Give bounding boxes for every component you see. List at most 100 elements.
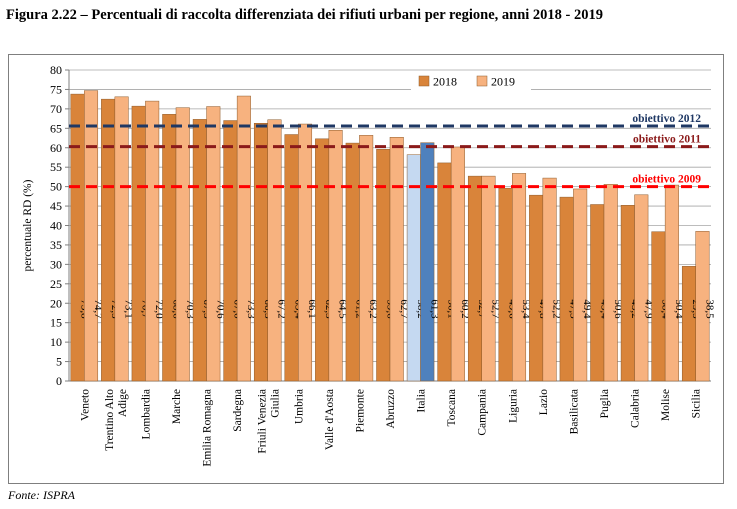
bar-2018 [101,98,116,382]
data-label-2019: 60,2 [459,299,471,318]
bar-2018 [162,114,177,382]
bar-2019 [664,184,679,382]
legend-swatch [418,75,430,87]
bar-2018 [345,142,360,382]
bar-2019 [236,95,251,382]
bar-2018 [620,205,635,382]
y-tick-label: 75 [50,82,62,96]
data-label-2019: 52,2 [551,299,563,318]
bar-2018 [406,154,421,382]
y-tick-label: 50 [50,180,62,194]
bar-2019 [603,184,618,382]
bar-2019 [175,107,190,382]
bar-2018 [590,204,605,382]
category-label: Lombardia [140,389,152,439]
category-label: Emilia Romagna [202,389,214,467]
category-label: Basilicata [568,389,580,434]
bar-2018 [681,266,696,382]
category-label: Campania [477,389,489,436]
bar-2019 [267,119,282,382]
target-line-label: obiettivo 2012 [632,113,701,125]
y-tick-label: 70 [50,102,62,116]
data-label-2019: 53,4 [520,299,532,319]
data-label-2019: 66,1 [306,299,318,318]
bar-2019 [481,175,496,382]
data-label-2019: 63,2 [367,299,379,318]
data-label-2019: 72,0 [153,299,165,319]
data-label-2019: 73,3 [245,299,257,319]
legend-label: 2019 [491,75,515,89]
data-label-2019: 64,5 [337,299,349,319]
legend-swatch [476,75,488,87]
category-label: Sardegna [232,389,244,432]
bar-2018 [315,138,330,382]
data-label-2019: 50,4 [673,299,685,319]
bar-2019 [512,173,527,382]
y-tick-label: 80 [50,63,62,77]
bar-2019 [84,90,99,382]
category-label: Liguria [507,389,519,423]
bar-2018 [529,194,544,382]
bar-2019 [573,188,588,382]
bar-2019 [420,142,435,382]
legend [411,72,531,90]
bar-2019 [114,96,129,382]
bar-2018 [223,120,238,382]
bar-2019 [695,231,710,382]
category-label: Puglia [599,389,611,418]
category-label: Toscana [446,389,458,427]
bar-2019 [542,177,557,382]
category-label: Molise [660,389,672,421]
data-label-2019: 70,6 [214,299,226,319]
bar-2019 [450,146,465,382]
target-line-label: obiettivo 2009 [632,174,701,186]
bar-2018 [192,119,207,382]
y-tick-label: 60 [50,141,62,155]
category-label: Veneto [79,389,91,421]
data-label-2019: 73,1 [123,299,135,318]
category-label: Trentino AltoAdige [104,389,129,451]
data-label-2019: 38,5 [703,299,715,319]
category-label: Italia [416,389,428,413]
bar-2018 [284,134,299,382]
category-label: Lazio [538,389,550,415]
bar-2018 [253,123,268,382]
data-label-2019: 67,2 [275,299,287,318]
bar-2018 [498,187,513,382]
category-label: Friuli VeneziaGiulia [257,389,282,454]
y-tick-label: 25 [50,277,62,291]
bar-chart: 0 5 10 15 20 25 30 35 40 45 50 55 60 65 70 75 80 percentu… [22,63,715,467]
category-label: Sicilia [691,389,703,418]
bar-2018 [437,162,452,382]
data-label-2019: 70,3 [184,299,196,319]
bar-2018 [467,175,482,382]
y-tick-label: 40 [50,219,62,233]
bar-2019 [206,106,221,382]
data-label-2019: 52,7 [489,299,501,319]
bar-2019 [328,130,343,382]
data-label-2019: 47,9 [642,299,654,319]
y-tick-label: 10 [50,335,62,349]
bar-2019 [145,100,160,382]
bar-2018 [376,149,391,382]
y-axis-label: percentuale RD (%) [22,179,34,271]
y-tick-label: 55 [50,160,62,174]
data-label-2019: 50,6 [612,299,624,319]
bar-2019 [634,194,649,382]
category-label: Piemonte [354,389,366,432]
bar-2019 [298,123,313,382]
y-tick-label: 5 [56,355,62,369]
data-label-2019: 61,3 [428,299,440,319]
target-line-label: obiettivo 2011 [633,134,701,146]
y-tick-label: 65 [50,121,62,135]
y-tick-label: 15 [50,316,62,330]
category-label: Umbria [293,389,305,424]
category-label: Valle d'Aosta [324,389,336,450]
y-tick-label: 0 [56,374,62,388]
bar-2019 [389,137,404,382]
category-label: Marche [171,389,183,424]
figure-title: Figura 2.22 – Percentuali di raccolta di… [6,7,603,23]
source-note: Fonte: ISPRA [8,488,75,502]
data-label-2019: 49,4 [581,299,593,319]
legend-label: 2018 [433,75,457,89]
